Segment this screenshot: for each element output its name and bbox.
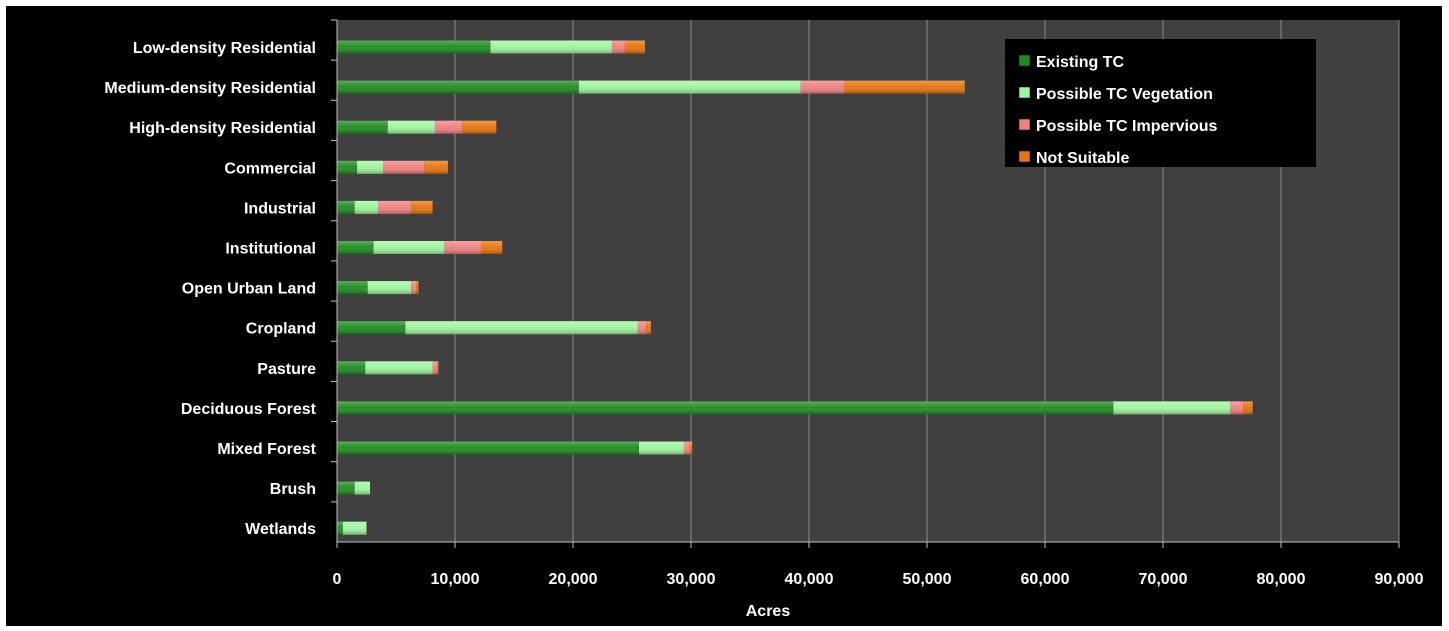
legend-swatch-possible-tc-impervious xyxy=(1018,118,1031,131)
category-label-medium-density-residential: Medium-density Residential xyxy=(104,80,316,97)
bar-shading-industrial-possible-tc-vegetation xyxy=(354,200,379,214)
bar-shading-deciduous-forest-not-suitable xyxy=(1243,401,1253,415)
bar-shading-medium-density-residential-possible-tc-impervious xyxy=(800,80,845,94)
stacked-bar-chart: Low-density Residential Medium-density Re… xyxy=(104,19,1424,620)
bar-shading-high-density-residential-not-suitable xyxy=(462,120,497,134)
bar-shading-deciduous-forest-existing-tc xyxy=(337,401,1114,415)
bar-shading-pasture-not-suitable xyxy=(437,361,439,375)
bar-shading-medium-density-residential-not-suitable xyxy=(844,80,965,94)
bar-shading-deciduous-forest-possible-tc-impervious xyxy=(1230,401,1244,415)
x-axis-title: Acres xyxy=(746,603,791,620)
bar-shading-commercial-not-suitable xyxy=(424,160,448,174)
category-label-low-density-residential: Low-density Residential xyxy=(133,40,316,57)
x-tick-label-6: 60,000 xyxy=(1021,571,1070,588)
category-label-brush: Brush xyxy=(270,481,316,498)
bar-shading-pasture-possible-tc-impervious xyxy=(432,361,438,375)
bar-shading-brush-possible-tc-vegetation xyxy=(354,481,371,495)
bar-shading-pasture-existing-tc xyxy=(337,361,366,375)
category-label-open-urban-land: Open Urban Land xyxy=(182,281,316,298)
legend-swatch-not-suitable xyxy=(1018,150,1031,163)
bar-shading-deciduous-forest-possible-tc-vegetation xyxy=(1113,401,1231,415)
chart-area: Low-density Residential Medium-density Re… xyxy=(6,6,1442,626)
bar-shading-high-density-residential-existing-tc xyxy=(337,120,388,134)
category-label-institutional: Institutional xyxy=(225,241,316,258)
bar-shading-cropland-possible-tc-vegetation xyxy=(405,321,638,335)
bar-shading-mixed-forest-possible-tc-impervious xyxy=(683,441,690,455)
axes xyxy=(331,19,1400,548)
bar-shading-industrial-existing-tc xyxy=(337,200,355,214)
category-label-mixed-forest: Mixed Forest xyxy=(217,441,316,458)
category-label-wetlands: Wetlands xyxy=(245,521,316,538)
bar-shading-brush-existing-tc xyxy=(337,481,355,495)
x-tick-label-8: 80,000 xyxy=(1257,571,1306,588)
x-tick-label-7: 70,000 xyxy=(1139,571,1188,588)
legend-swatch-possible-tc-vegetation xyxy=(1018,86,1031,99)
category-labels: Low-density Residential Medium-density Re… xyxy=(104,40,316,538)
bar-shading-cropland-possible-tc-impervious xyxy=(637,321,647,335)
bar-shading-cropland-not-suitable xyxy=(646,321,651,335)
bar-shading-mixed-forest-existing-tc xyxy=(337,441,640,455)
bar-shading-wetlands-existing-tc xyxy=(337,521,343,535)
bar-shading-medium-density-residential-possible-tc-vegetation xyxy=(578,80,801,94)
bar-shading-low-density-residential-existing-tc xyxy=(337,40,491,54)
bars xyxy=(337,40,1253,535)
bar-shading-pasture-possible-tc-vegetation xyxy=(365,361,433,375)
legend-label-possible-tc-impervious: Possible TC Impervious xyxy=(1036,118,1217,135)
bar-shading-wetlands-possible-tc-vegetation xyxy=(342,521,367,535)
x-tick-label-3: 30,000 xyxy=(667,571,716,588)
legend-label-not-suitable: Not Suitable xyxy=(1036,150,1129,167)
bar-shading-institutional-possible-tc-impervious xyxy=(444,241,481,254)
bar-shading-open-urban-land-possible-tc-impervious xyxy=(411,281,417,295)
x-tick-label-5: 50,000 xyxy=(903,571,952,588)
category-label-cropland: Cropland xyxy=(246,321,316,338)
bar-shading-institutional-not-suitable xyxy=(480,241,503,254)
bar-shading-institutional-possible-tc-vegetation xyxy=(373,241,445,254)
category-label-high-density-residential: High-density Residential xyxy=(129,120,316,137)
bar-shading-low-density-residential-possible-tc-impervious xyxy=(611,40,625,54)
bar-shading-high-density-residential-possible-tc-vegetation xyxy=(387,120,435,134)
bar-shading-open-urban-land-not-suitable xyxy=(416,281,419,295)
bar-shading-institutional-existing-tc xyxy=(337,241,374,254)
bar-shading-industrial-not-suitable xyxy=(411,200,433,214)
bar-shading-commercial-possible-tc-vegetation xyxy=(357,160,384,174)
x-tick-label-4: 40,000 xyxy=(785,571,834,588)
bar-shading-mixed-forest-not-suitable xyxy=(689,441,693,455)
x-tick-label-2: 20,000 xyxy=(549,571,598,588)
bar-shading-commercial-existing-tc xyxy=(337,160,358,174)
x-tick-label-9: 90,000 xyxy=(1375,571,1424,588)
x-tick-label-0: 0 xyxy=(333,571,342,588)
legend-label-existing-tc: Existing TC xyxy=(1036,54,1124,71)
bar-shading-medium-density-residential-existing-tc xyxy=(337,80,579,94)
legend-swatch-existing-tc xyxy=(1018,54,1031,67)
bar-shading-mixed-forest-possible-tc-vegetation xyxy=(639,441,684,455)
bar-shading-commercial-possible-tc-impervious xyxy=(383,160,425,174)
x-tick-label-1: 10,000 xyxy=(431,571,480,588)
category-label-commercial: Commercial xyxy=(224,160,316,177)
bar-shading-low-density-residential-not-suitable xyxy=(624,40,645,54)
bar-shading-open-urban-land-possible-tc-vegetation xyxy=(367,281,412,295)
bar-shading-industrial-possible-tc-impervious xyxy=(378,200,412,214)
x-tick-labels: 0 10,000 20,000 30,000 40,000 50,000 60,000 70,… xyxy=(333,571,1424,588)
bar-shading-high-density-residential-possible-tc-impervious xyxy=(434,120,463,134)
bar-shading-low-density-residential-possible-tc-vegetation xyxy=(490,40,612,54)
bar-shading-open-urban-land-existing-tc xyxy=(337,281,368,295)
legend-box xyxy=(1005,39,1316,167)
category-label-deciduous-forest: Deciduous Forest xyxy=(181,401,317,418)
category-label-pasture: Pasture xyxy=(257,361,316,378)
category-label-industrial: Industrial xyxy=(244,200,316,217)
bar-shading-cropland-existing-tc xyxy=(337,321,406,335)
legend-label-possible-tc-vegetation: Possible TC Vegetation xyxy=(1036,86,1213,103)
legend: Existing TC Possible TC Vegetation Possibl… xyxy=(1005,39,1316,167)
